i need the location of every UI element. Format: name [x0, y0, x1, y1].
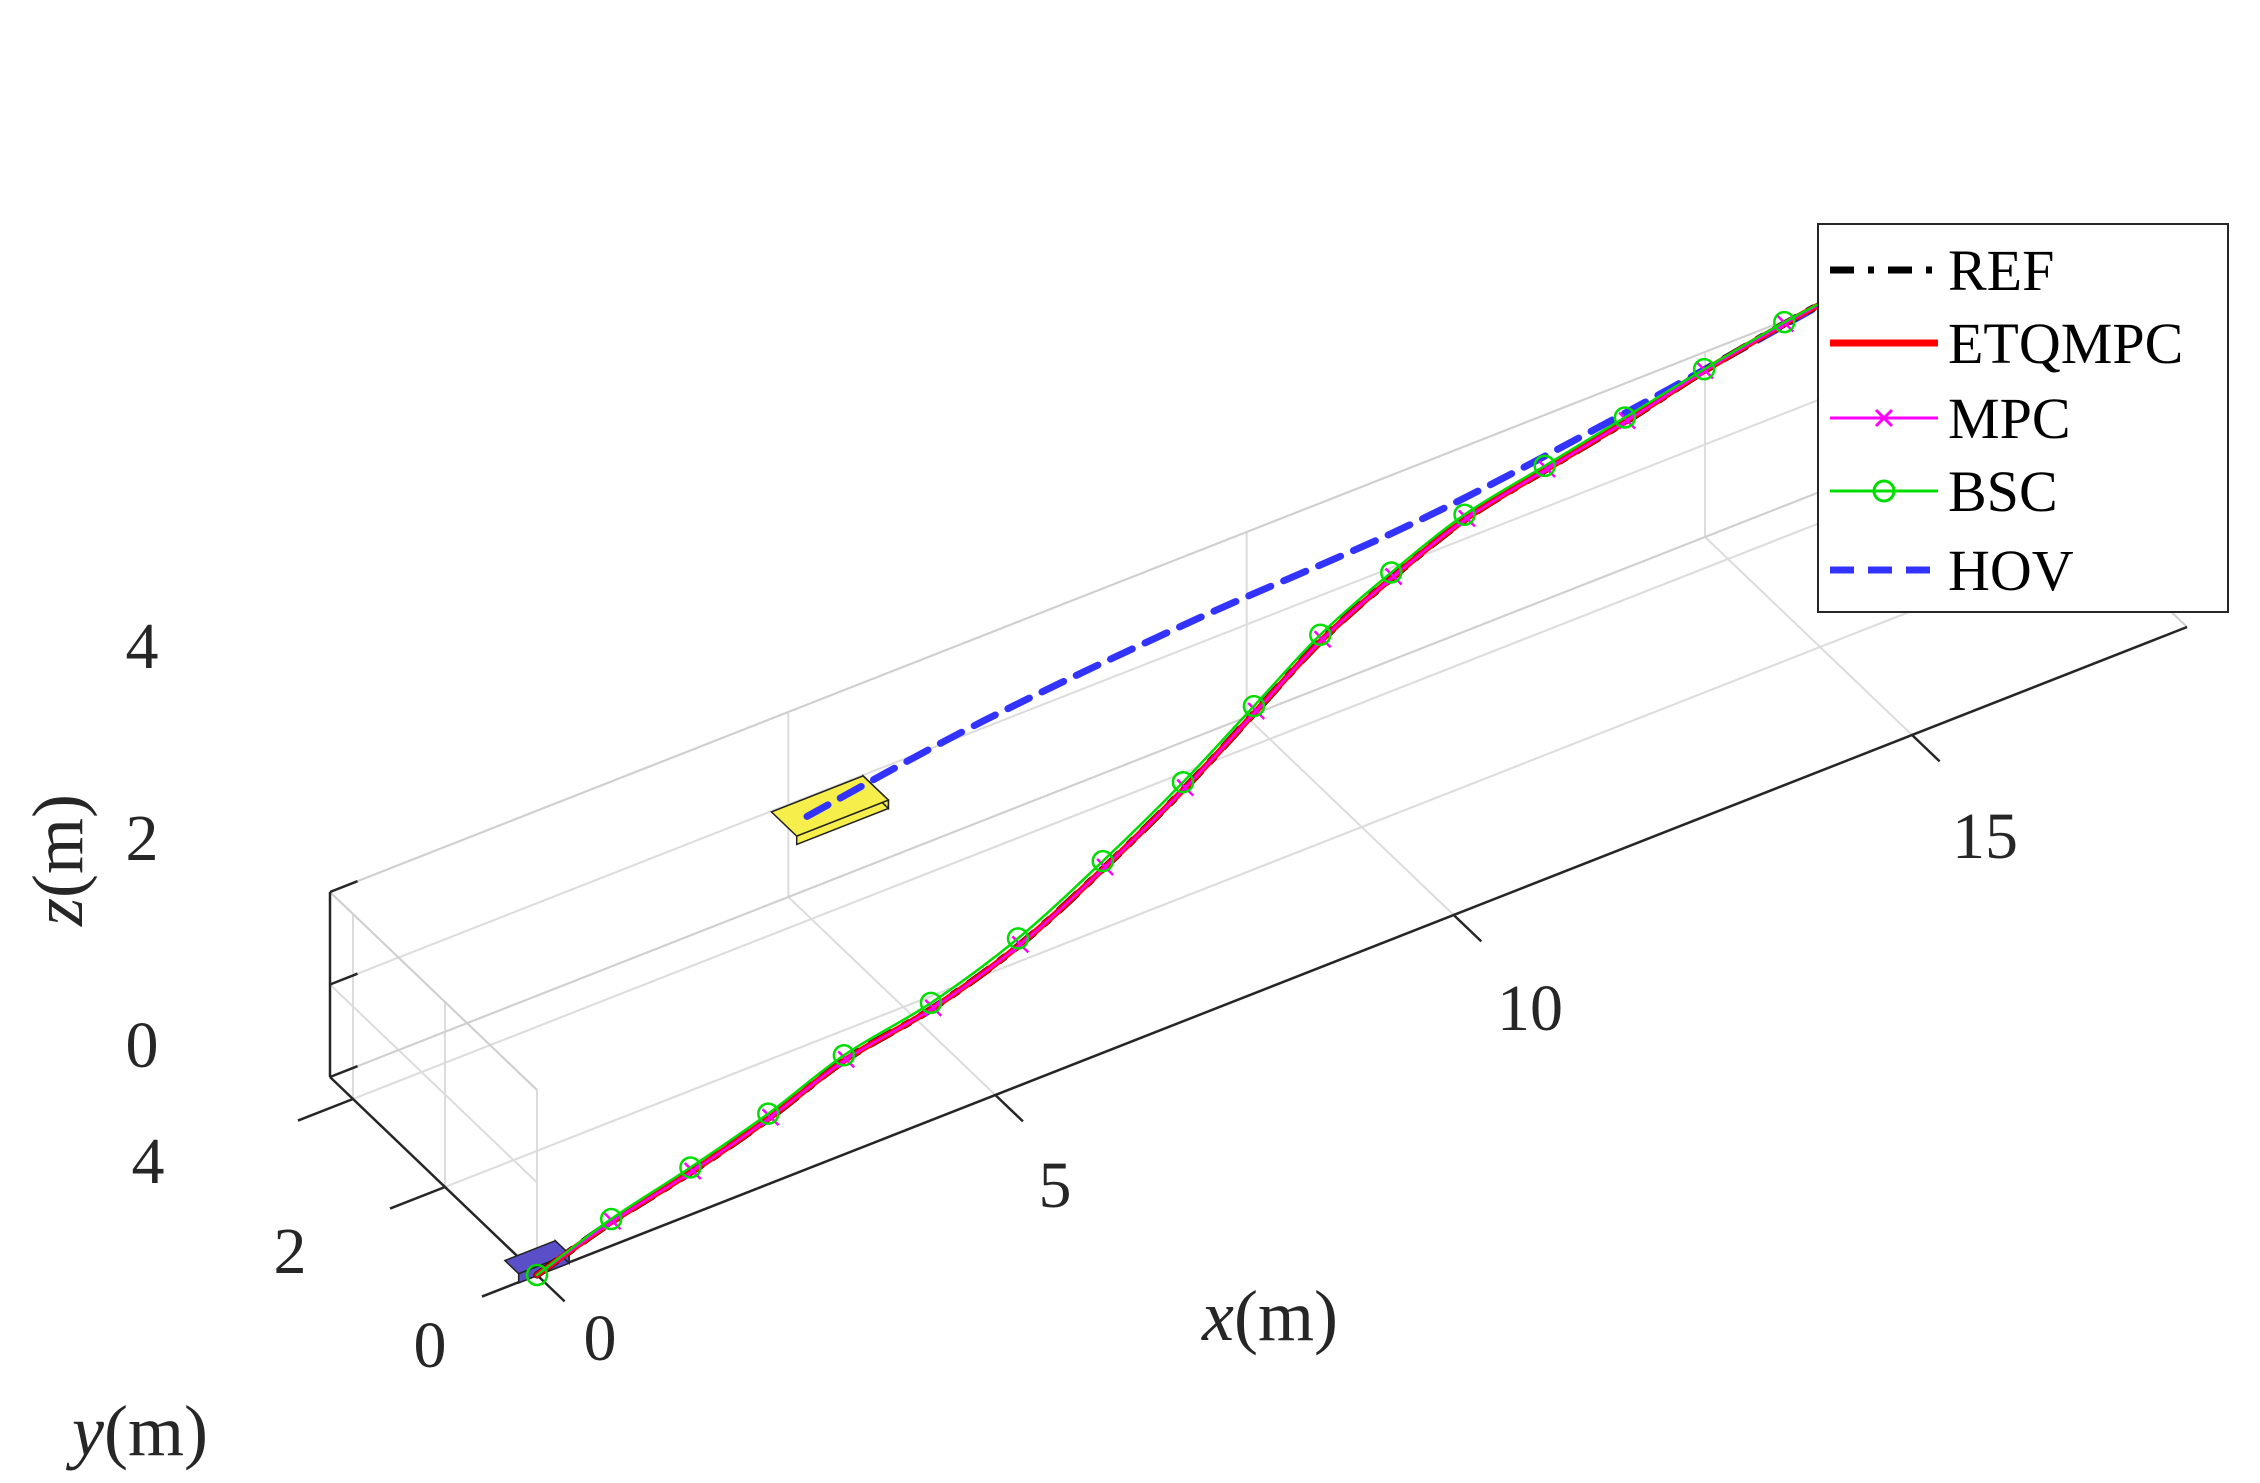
x-tick — [1452, 914, 1483, 943]
x-tick-label: 15 — [1952, 800, 2018, 873]
y-tick-label: 2 — [274, 1215, 307, 1288]
legend-marker-mpc — [1874, 408, 1894, 428]
x-tick-label: 10 — [1497, 972, 1563, 1045]
bsc-marker — [832, 1044, 856, 1067]
x-tick — [1911, 734, 1941, 763]
y-axis-label: y(m) — [65, 1391, 208, 1471]
series-line-hov — [803, 275, 1872, 820]
y-tick — [389, 1185, 446, 1210]
mpc-marker — [1011, 935, 1030, 954]
box-edge — [329, 243, 1981, 893]
x-tick-label: 0 — [584, 1302, 617, 1375]
mpc-marker — [1096, 858, 1114, 876]
bsc-marker — [1533, 454, 1556, 478]
grid-line — [1246, 716, 1455, 916]
legend-label-bsc: BSC — [1948, 459, 2058, 524]
legend-label-ref: REF — [1948, 238, 2054, 303]
axis-ticks — [297, 734, 1941, 1303]
bsc-marker — [1613, 406, 1637, 429]
legend: REF ETQMPC MPC BSC HOV — [1817, 223, 2229, 613]
bsc-marker — [1006, 927, 1030, 950]
bsc-marker — [919, 991, 943, 1015]
bsc-marker — [1309, 623, 1332, 647]
z-tick — [329, 972, 358, 986]
x-tick-label: 5 — [1039, 1149, 1072, 1222]
grid-line — [329, 983, 538, 1184]
x-tick — [536, 1274, 566, 1303]
legend-marker-bsc — [1872, 479, 1896, 503]
z-tick-label: 4 — [126, 610, 159, 683]
x-axis-line — [536, 625, 2188, 1277]
box-edge — [329, 891, 538, 1091]
vehicle-boxes — [503, 233, 1946, 1285]
y-axis-line — [329, 1076, 538, 1276]
bsc-marker — [1453, 503, 1476, 526]
z-tick — [329, 1065, 358, 1079]
legend-label-mpc: MPC — [1948, 386, 2071, 451]
bsc-marker — [679, 1156, 702, 1179]
z-tick-label: 0 — [126, 1009, 159, 1082]
bsc-marker — [1773, 310, 1796, 334]
series-line-mpc — [535, 277, 1869, 1277]
series-line-etqmpc — [534, 275, 1871, 1278]
bsc-marker — [1171, 770, 1195, 794]
bsc-marker — [599, 1207, 623, 1231]
series-line-bsc — [535, 277, 1869, 1277]
grid-line — [352, 450, 2004, 1100]
grid-line — [1704, 536, 1913, 736]
series-lines — [525, 267, 1879, 1287]
bsc-marker — [1242, 694, 1266, 718]
bsc-marker — [1091, 849, 1115, 873]
legend-label-hov: HOV — [1948, 538, 2074, 603]
bsc-marker — [757, 1102, 780, 1125]
y-tick — [297, 1097, 354, 1122]
grid-line — [329, 335, 1981, 986]
z-tick — [329, 880, 358, 894]
legend-label-etqmpc: ETQMPC — [1948, 311, 2183, 376]
y-tick-label: 0 — [414, 1309, 447, 1382]
box-edge — [329, 428, 1981, 1078]
x-tick — [994, 1094, 1024, 1123]
grid-line — [444, 538, 2096, 1188]
bsc-marker — [1692, 357, 1716, 381]
y-tick-label: 4 — [132, 1125, 165, 1198]
z-axis-label: z(m) — [18, 794, 98, 927]
grid-line — [787, 896, 997, 1096]
z-tick-label: 2 — [126, 802, 159, 875]
series-line-ref — [533, 275, 1872, 1279]
x-axis-label: x(m) — [1201, 1276, 1338, 1356]
bsc-marker — [525, 1263, 549, 1287]
bsc-marker — [1380, 561, 1403, 584]
